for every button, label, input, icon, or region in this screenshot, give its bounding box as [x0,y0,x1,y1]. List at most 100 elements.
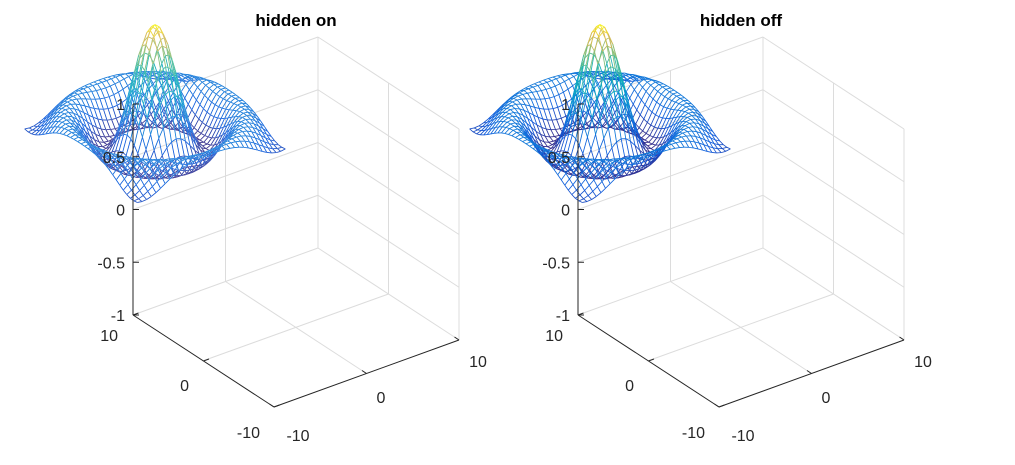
mesh-edge [81,98,86,107]
mesh-edge [115,136,121,152]
mesh-edge [88,114,94,118]
mesh-edge [660,89,667,95]
mesh-edge [124,73,130,77]
mesh-edge [179,89,184,109]
mesh-edge [246,115,251,120]
mesh-edge [70,134,76,138]
mesh-edge [174,170,180,176]
mesh-edge [163,106,168,115]
mesh-edge [77,94,82,100]
mesh-edge [82,91,88,94]
mesh-edge [56,132,60,134]
mesh-edge [675,101,680,104]
mesh-edge [665,88,670,93]
mesh-edge [152,186,157,193]
mesh-edge [532,91,537,93]
mesh-edge [133,198,139,202]
mesh-edge [153,174,158,182]
mesh-edge [186,128,192,137]
mesh-edge [197,156,203,160]
mesh-edge [633,89,639,96]
mesh-edge [139,158,144,161]
mesh-edge [201,81,206,86]
z-tick-label: -1 [111,308,125,325]
mesh-edge [205,84,210,89]
mesh-edge [188,161,194,165]
mesh-edge [112,168,118,175]
mesh-edge [162,116,168,124]
mesh-edge [168,90,174,93]
mesh-edge [157,75,164,92]
mesh-edge [648,98,654,109]
mesh-edge [184,157,190,160]
mesh-edge [132,65,139,90]
mesh-edge [183,163,189,168]
mesh-edge [537,85,542,91]
mesh-edge [201,147,206,153]
mesh-edge [636,109,641,116]
mesh-edge [77,139,83,142]
mesh-edge [93,143,99,147]
mesh-edge [177,98,184,110]
mesh-edge [679,97,685,99]
mesh-edge [64,112,69,115]
mesh-edge [263,145,269,149]
mesh-edge [251,131,257,134]
mesh-edge [161,147,168,156]
mesh-edge [641,99,646,105]
mesh-edge [549,96,555,99]
mesh-edge [189,145,195,151]
mesh-edge [243,111,249,114]
mesh-edge [206,111,211,116]
mesh-edge [171,138,177,143]
mesh-edge [185,140,191,146]
mesh-edge [136,78,141,87]
mesh-edge [257,129,262,136]
mesh-edge [252,113,257,119]
mesh-edge [203,141,208,145]
mesh-edge [244,122,250,124]
mesh-edge [207,150,212,155]
mesh-edge [91,91,96,100]
mesh-edge [273,144,278,149]
mesh-edge [574,72,579,75]
mesh-edge [115,173,122,181]
mesh-edge [656,101,661,106]
mesh-edge [161,45,166,67]
mesh-edge [153,169,159,176]
mesh-edge [111,150,116,153]
mesh-edge [228,89,233,93]
mesh-edge [556,117,562,120]
mesh-edge [61,105,67,109]
mesh-edge [527,91,533,94]
mesh-edge [70,104,75,110]
mesh-edge [189,155,195,159]
mesh-edge [122,151,127,156]
mesh-edge [152,51,158,65]
mesh-edge [193,127,199,132]
mesh-edge [163,173,168,178]
mesh-edge [225,101,231,110]
mesh-edge [142,159,147,164]
mesh-edge [244,123,249,128]
mesh-edge [517,95,523,100]
mesh-edge [84,105,90,108]
mesh-edge [154,105,161,120]
mesh-edge [176,116,182,139]
mesh-edge [523,88,529,91]
mesh-edge [138,104,144,127]
mesh-edge [133,200,138,203]
mesh-edge [218,106,223,109]
mesh-edge [107,106,113,110]
mesh-edge [171,141,176,160]
mesh-edge [58,121,63,123]
mesh-edge [229,122,235,130]
mesh-edge [82,92,87,100]
mesh-edge [103,151,108,154]
mesh-edge [245,135,250,143]
mesh-edge [563,88,569,93]
mesh-edge [259,139,264,147]
mesh-edge [65,108,71,111]
mesh-edge [185,79,191,85]
mesh-edge [203,136,209,143]
